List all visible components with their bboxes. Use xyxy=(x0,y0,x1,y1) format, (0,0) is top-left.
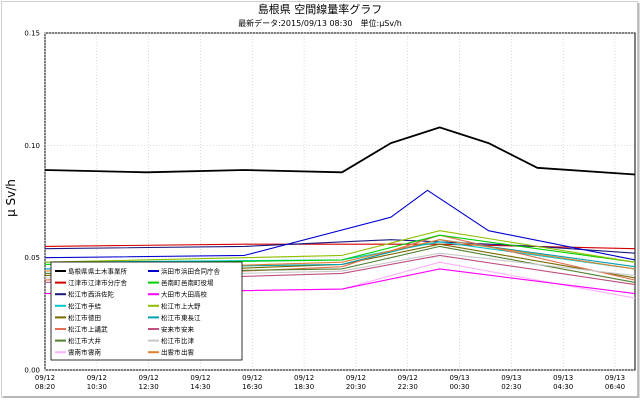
x-tick-date: 09/13 xyxy=(449,374,469,382)
x-tick-date: 09/12 xyxy=(346,374,366,382)
x-tick-time: 18:30 xyxy=(294,383,314,391)
x-tick-time: 16:30 xyxy=(242,383,262,391)
x-tick-date: 09/12 xyxy=(87,374,107,382)
legend-city-8: 浜田市 xyxy=(161,267,181,276)
legend-city-4: 松江市 xyxy=(68,313,88,322)
y-tick-label: 0.15 xyxy=(24,30,40,38)
legend-site-8: 浜田合同庁舎 xyxy=(181,267,221,276)
x-tick-date: 09/13 xyxy=(553,374,573,382)
x-tick-time: 00:30 xyxy=(449,383,469,391)
x-tick-date: 09/12 xyxy=(190,374,210,382)
legend-city-2: 松江市 xyxy=(68,290,88,299)
legend-city-12: 松江市 xyxy=(161,313,181,322)
grid xyxy=(44,32,635,371)
x-tick-time: 20:30 xyxy=(346,383,366,391)
legend-site-15: 出雲 xyxy=(181,348,195,357)
legend-site-4: 徳田 xyxy=(88,313,101,322)
x-tick-time: 14:30 xyxy=(190,383,210,391)
legend-site-12: 東長江 xyxy=(181,313,201,322)
x-tick-time: 08:20 xyxy=(35,383,55,391)
legend-site-14: 比津 xyxy=(181,336,195,345)
y-tick-label: 0.00 xyxy=(24,367,40,375)
legend-city-6: 松江市 xyxy=(68,336,88,345)
x-tick-time: 02:30 xyxy=(501,383,521,391)
legend-site-11: 上大野 xyxy=(181,301,201,310)
legend-city-14: 松江市 xyxy=(161,336,181,345)
y-axis-label: μ Sv/h xyxy=(4,179,18,217)
legend-city-1: 江津市 xyxy=(68,278,88,287)
series-line-8 xyxy=(44,189,636,261)
x-tick-time: 04:30 xyxy=(553,383,573,391)
x-tick-date: 09/12 xyxy=(294,374,314,382)
series-line-0 xyxy=(44,126,636,176)
x-tick-time: 10:30 xyxy=(87,383,107,391)
legend-site-2: 西浜佐陀 xyxy=(88,290,115,299)
y-axis-ticks: 0.00 0.05 0.10 0.15 xyxy=(24,30,40,375)
x-tick-date: 09/13 xyxy=(605,374,625,382)
x-tick-time: 06:40 xyxy=(605,383,625,391)
legend-site-13: 安来 xyxy=(181,325,195,334)
x-tick-date: 09/12 xyxy=(35,374,55,382)
legend-site-5: 上講武 xyxy=(88,325,108,334)
legend-box xyxy=(50,261,243,361)
legend-city-15: 出雲市 xyxy=(161,348,181,357)
x-tick-date: 09/13 xyxy=(501,374,521,382)
legend-site-10: 大田高校 xyxy=(181,290,208,299)
chart-subtitle: 最新データ:2015/09/13 08:30 単位:μSv/h xyxy=(238,18,402,28)
legend-site-0: 県土木事業所 xyxy=(88,267,128,276)
y-tick-label: 0.10 xyxy=(24,142,40,150)
series-line-11 xyxy=(44,230,636,263)
legend-city-13: 安来市 xyxy=(161,325,181,334)
x-tick-time: 12:30 xyxy=(139,383,159,391)
x-tick-time: 22:30 xyxy=(398,383,418,391)
legend-site-3: 手結 xyxy=(88,301,102,310)
legend-city-7: 雲南市 xyxy=(68,348,88,357)
chart-title: 島根県 空間線量率グラフ xyxy=(258,2,383,16)
x-tick-date: 09/12 xyxy=(242,374,262,382)
legend-site-6: 大井 xyxy=(88,336,102,345)
legend-city-0: 島根県 xyxy=(68,267,88,276)
legend-city-9: 邑南町 xyxy=(161,278,181,287)
legend-site-1: 江津市分庁舎 xyxy=(88,278,128,287)
legend-city-5: 松江市 xyxy=(68,325,88,334)
series-line-2 xyxy=(44,239,636,254)
x-tick-date: 09/12 xyxy=(139,374,159,382)
x-axis-ticks: 09/1208:2009/1210:3009/1212:3009/1214:30… xyxy=(35,374,625,391)
legend-site-9: 邑南町役場 xyxy=(181,278,214,287)
legend-site-7: 雲南 xyxy=(88,348,102,357)
legend-city-11: 松江市 xyxy=(161,301,181,310)
legend-city-10: 大田市 xyxy=(161,290,181,299)
y-tick-label: 0.05 xyxy=(24,254,40,262)
x-tick-date: 09/12 xyxy=(398,374,418,382)
legend-city-3: 松江市 xyxy=(68,301,88,310)
